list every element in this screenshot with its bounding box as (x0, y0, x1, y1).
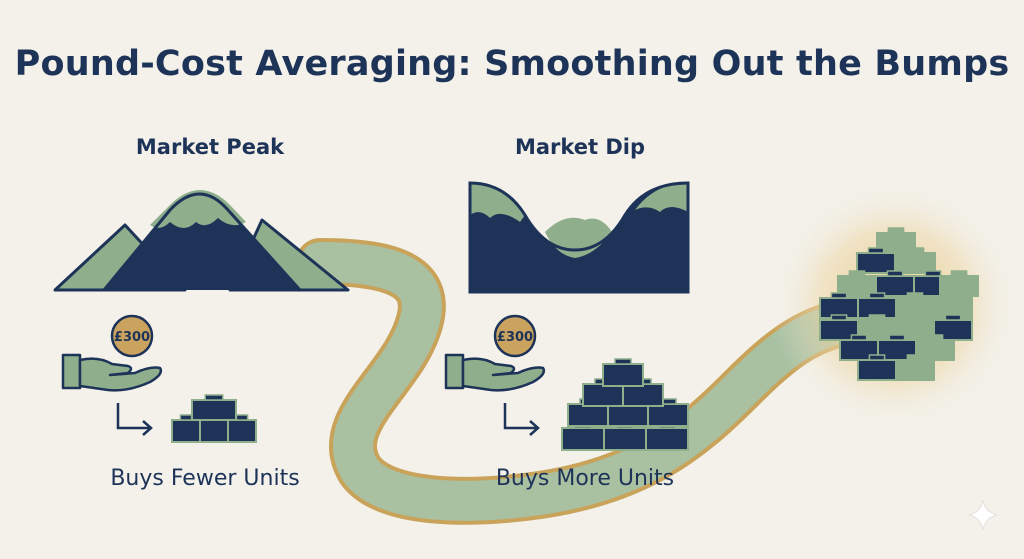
blocks-icon (171, 394, 257, 443)
unit-block-stud (850, 334, 868, 341)
unit-block-stud (944, 314, 962, 321)
unit-block-stud (868, 354, 886, 361)
unit-block (561, 427, 605, 451)
panel-label-peak: Market Peak (135, 135, 285, 159)
unit-block (171, 419, 201, 443)
unit-block-stud (950, 270, 968, 277)
blocks-icon (561, 358, 689, 451)
unit-block (191, 399, 237, 421)
caption-dip: Buys More Units (495, 466, 675, 491)
unit-block-stud (614, 358, 632, 365)
unit-block-stud (906, 292, 924, 299)
unit-block-stud (179, 414, 193, 421)
unit-block-stud (907, 247, 925, 254)
panel-label-dip: Market Dip (514, 135, 646, 159)
unit-block (857, 359, 897, 381)
unit-block (896, 252, 936, 274)
unit-block (856, 252, 896, 274)
unit-block-stud (906, 314, 924, 321)
unit-block (602, 363, 644, 387)
unit-block (647, 403, 689, 427)
unit-block-stud (926, 334, 944, 341)
unit-block (895, 359, 935, 381)
unit-block-stud (848, 270, 866, 277)
unit-block (582, 383, 624, 407)
unit-block-stud (887, 227, 905, 234)
unit-block-stud (235, 414, 249, 421)
blocks-icon (819, 227, 979, 381)
caption-peak: Buys Fewer Units (110, 466, 300, 491)
unit-block-stud (888, 334, 906, 341)
arrow-icon (503, 403, 540, 436)
open-hand-icon (61, 353, 163, 392)
coin-amount: £300 (114, 330, 150, 345)
coin-icon: £300 (493, 314, 537, 358)
unit-block (645, 427, 689, 451)
unit-block (607, 403, 649, 427)
unit-block-stud (867, 247, 885, 254)
coin-amount: £300 (497, 330, 533, 345)
open-hand-icon (444, 353, 546, 392)
unit-block-stud (830, 314, 848, 321)
unit-block-stud (868, 292, 886, 299)
unit-block-stud (906, 354, 924, 361)
unit-block-stud (868, 314, 886, 321)
unit-block (227, 419, 257, 443)
unit-block-stud (830, 292, 848, 299)
unit-block-stud (924, 270, 942, 277)
unit-block-stud (204, 394, 224, 401)
unit-block-stud (944, 292, 962, 299)
unit-block-stud (886, 270, 904, 277)
sparkle-icon (968, 499, 998, 531)
coin-icon: £300 (110, 314, 154, 358)
unit-block (603, 427, 647, 451)
unit-block (567, 403, 609, 427)
unit-block (199, 419, 229, 443)
valley-dip-icon (468, 181, 690, 294)
unit-block (622, 383, 664, 407)
mountain-peak-icon (53, 190, 350, 292)
page-title: Pound-Cost Averaging: Smoothing Out the … (14, 44, 1010, 84)
winding-road (296, 238, 884, 525)
arrow-icon (116, 403, 153, 436)
